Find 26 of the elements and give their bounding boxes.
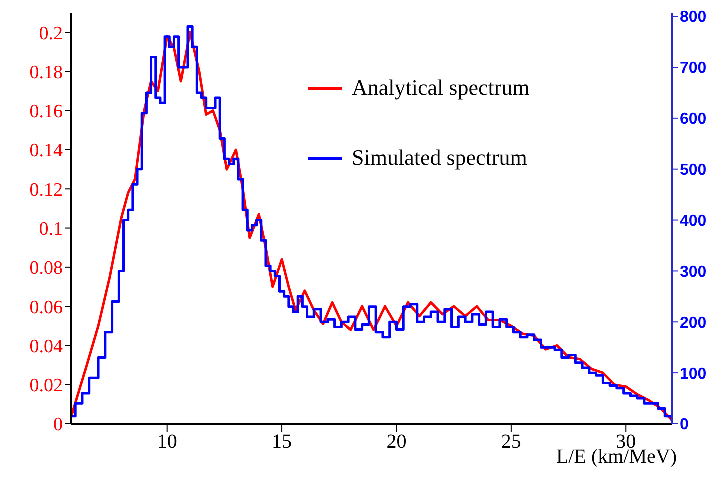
y2-tick-label: 800 [680, 9, 707, 26]
y-tick-label: 0.02 [30, 376, 63, 397]
y-tick-label: 0.04 [30, 336, 64, 358]
y-tick-label: 0.2 [39, 23, 63, 44]
y2-tick-label: 400 [680, 212, 707, 230]
y-tick-label: 0.08 [30, 258, 63, 280]
x-tick-label: 25 [501, 431, 522, 454]
y2-tick-label: 500 [680, 162, 707, 180]
y-tick-label: 0.16 [30, 102, 63, 123]
y-tick-label: 0.18 [30, 62, 63, 84]
legend-label: Analytical spectrum [352, 74, 530, 102]
y2-tick-label: 300 [680, 264, 707, 281]
y2-tick-label: 700 [680, 60, 707, 78]
x-tick-label: 20 [386, 431, 407, 454]
y2-tick-label: 600 [680, 111, 707, 128]
y2-tick-label: 0 [680, 416, 689, 434]
y-tick-label: 0.14 [30, 140, 64, 162]
y-tick-label: 0.06 [30, 297, 63, 318]
y-tick-label: 0.12 [30, 180, 63, 201]
y-tick-label: 0.1 [39, 219, 63, 240]
legend-label: Simulated spectrum [352, 144, 528, 172]
x-tick-label: 15 [272, 431, 292, 454]
x-tick-label: 10 [157, 431, 178, 454]
y-tick-label: 0 [54, 414, 63, 436]
y2-tick-label: 200 [680, 314, 707, 332]
y2-tick-label: 100 [680, 366, 707, 383]
